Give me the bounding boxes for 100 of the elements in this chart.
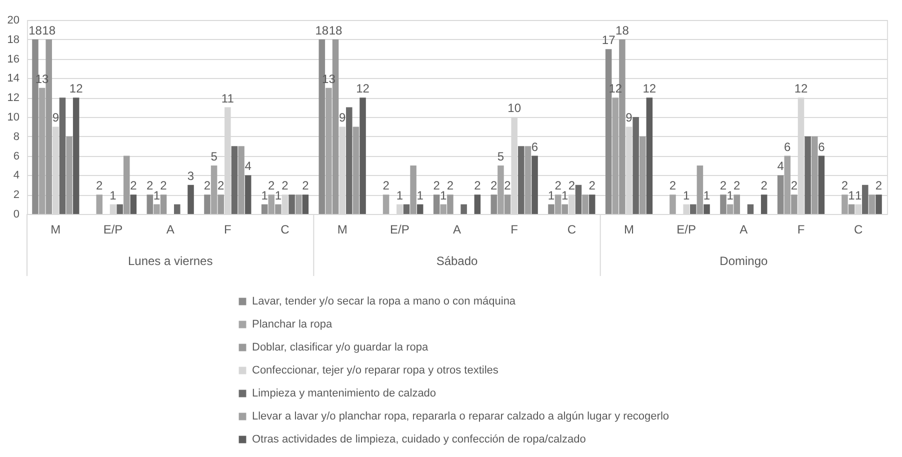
x-tick-label: C (280, 222, 290, 236)
bar (66, 136, 72, 214)
bar (346, 107, 352, 214)
bar (588, 194, 596, 214)
bar (490, 194, 498, 214)
x-tick-label: F (224, 222, 232, 236)
bar (760, 194, 768, 214)
bar (804, 136, 811, 214)
data-label: 1 (848, 188, 856, 202)
bar (548, 204, 554, 214)
data-label: 18 (315, 23, 329, 38)
data-label: 2 (433, 178, 440, 193)
data-label: 1 (440, 188, 448, 202)
data-label: 12 (69, 82, 84, 96)
data-label: 1 (682, 188, 690, 202)
y-tick-label: 2 (13, 189, 20, 202)
data-label: 18 (616, 23, 630, 38)
bar (238, 146, 244, 214)
data-label: 2 (790, 178, 798, 193)
data-label: 1 (548, 188, 555, 202)
data-label: 1 (261, 188, 268, 202)
data-label: 1 (416, 188, 424, 202)
bar (460, 204, 467, 214)
data-label: 4 (777, 159, 784, 174)
data-label: 10 (508, 101, 522, 115)
bar (410, 166, 416, 214)
data-label: 6 (818, 140, 826, 154)
data-label: 6 (531, 140, 538, 154)
bar (231, 146, 238, 214)
data-label: 1 (562, 188, 569, 202)
legend-label: Otras actividades de limpieza, cuidado y confección de ropa/calzado (252, 434, 586, 446)
data-label: 9 (52, 110, 60, 125)
y-tick-label: 6 (13, 150, 20, 162)
data-label: 2 (268, 178, 276, 193)
data-label: 2 (204, 178, 211, 193)
legend-label: Confeccionar, tejer y/o reparar ropa y otros textiles (252, 364, 499, 376)
data-label: 5 (497, 150, 504, 164)
data-label: 2 (760, 178, 768, 193)
bar (704, 204, 710, 214)
bar (146, 194, 154, 214)
x-tick-label: E/P (390, 222, 410, 236)
bar (777, 175, 784, 214)
bar (416, 204, 424, 214)
bar (575, 184, 582, 214)
bar (582, 194, 588, 214)
data-label: 18 (328, 23, 343, 38)
bar (876, 194, 882, 214)
bar (360, 98, 366, 214)
bar (403, 204, 410, 214)
text: Sábado (436, 254, 478, 268)
data-label: 9 (626, 110, 633, 125)
y-tick-label: 14 (7, 72, 20, 85)
x-tick-label: A (166, 222, 174, 236)
bar (72, 98, 80, 214)
data-label: 2 (504, 178, 512, 193)
bar (204, 194, 210, 214)
x-tick-label: M (337, 222, 348, 236)
data-label: 11 (221, 91, 234, 106)
data-label: 12 (642, 82, 656, 96)
x-tick-label: C (854, 222, 863, 236)
data-label: 2 (669, 178, 676, 193)
x-tick-label: E/P (676, 222, 696, 236)
bar (302, 194, 309, 214)
bar (110, 204, 116, 214)
x-tick-label: A (452, 222, 462, 236)
bar (670, 194, 676, 214)
data-label: 1 (274, 188, 282, 202)
data-label: 4 (244, 159, 252, 174)
data-label: 1 (726, 188, 734, 202)
data-label: 3 (187, 168, 194, 183)
bar (96, 194, 103, 214)
x-tick-label: F (510, 222, 518, 236)
data-label: 6 (784, 140, 792, 154)
data-label: 1 (110, 188, 117, 202)
bar (818, 156, 825, 214)
bar (396, 204, 403, 214)
bar (811, 136, 818, 214)
bar (295, 194, 302, 214)
data-label: 2 (490, 178, 498, 193)
bar (855, 204, 862, 214)
data-label: 2 (160, 178, 168, 193)
bar (382, 194, 390, 214)
bar (518, 146, 524, 214)
bar (352, 126, 360, 214)
text: Domingo (720, 254, 768, 268)
data-label: 2 (218, 178, 225, 193)
data-label: 2 (875, 178, 882, 193)
y-tick-label: 10 (7, 112, 20, 124)
legend-label: Doblar, clasificar y/o guardar la ropa (252, 342, 429, 354)
bar (747, 204, 754, 214)
data-label: 2 (96, 178, 104, 193)
bar (632, 117, 639, 214)
legend-label: Llevar a lavar y/o planchar ropa, repararla o reparar calzado a algún lugar y recogerlo (252, 410, 670, 422)
bar (433, 194, 440, 214)
bar (130, 194, 137, 214)
text: Lunes a viernes (128, 254, 213, 268)
data-label: 17 (602, 33, 616, 48)
bar (123, 156, 130, 214)
x-tick-label: M (50, 222, 61, 236)
data-label: 18 (28, 23, 42, 38)
